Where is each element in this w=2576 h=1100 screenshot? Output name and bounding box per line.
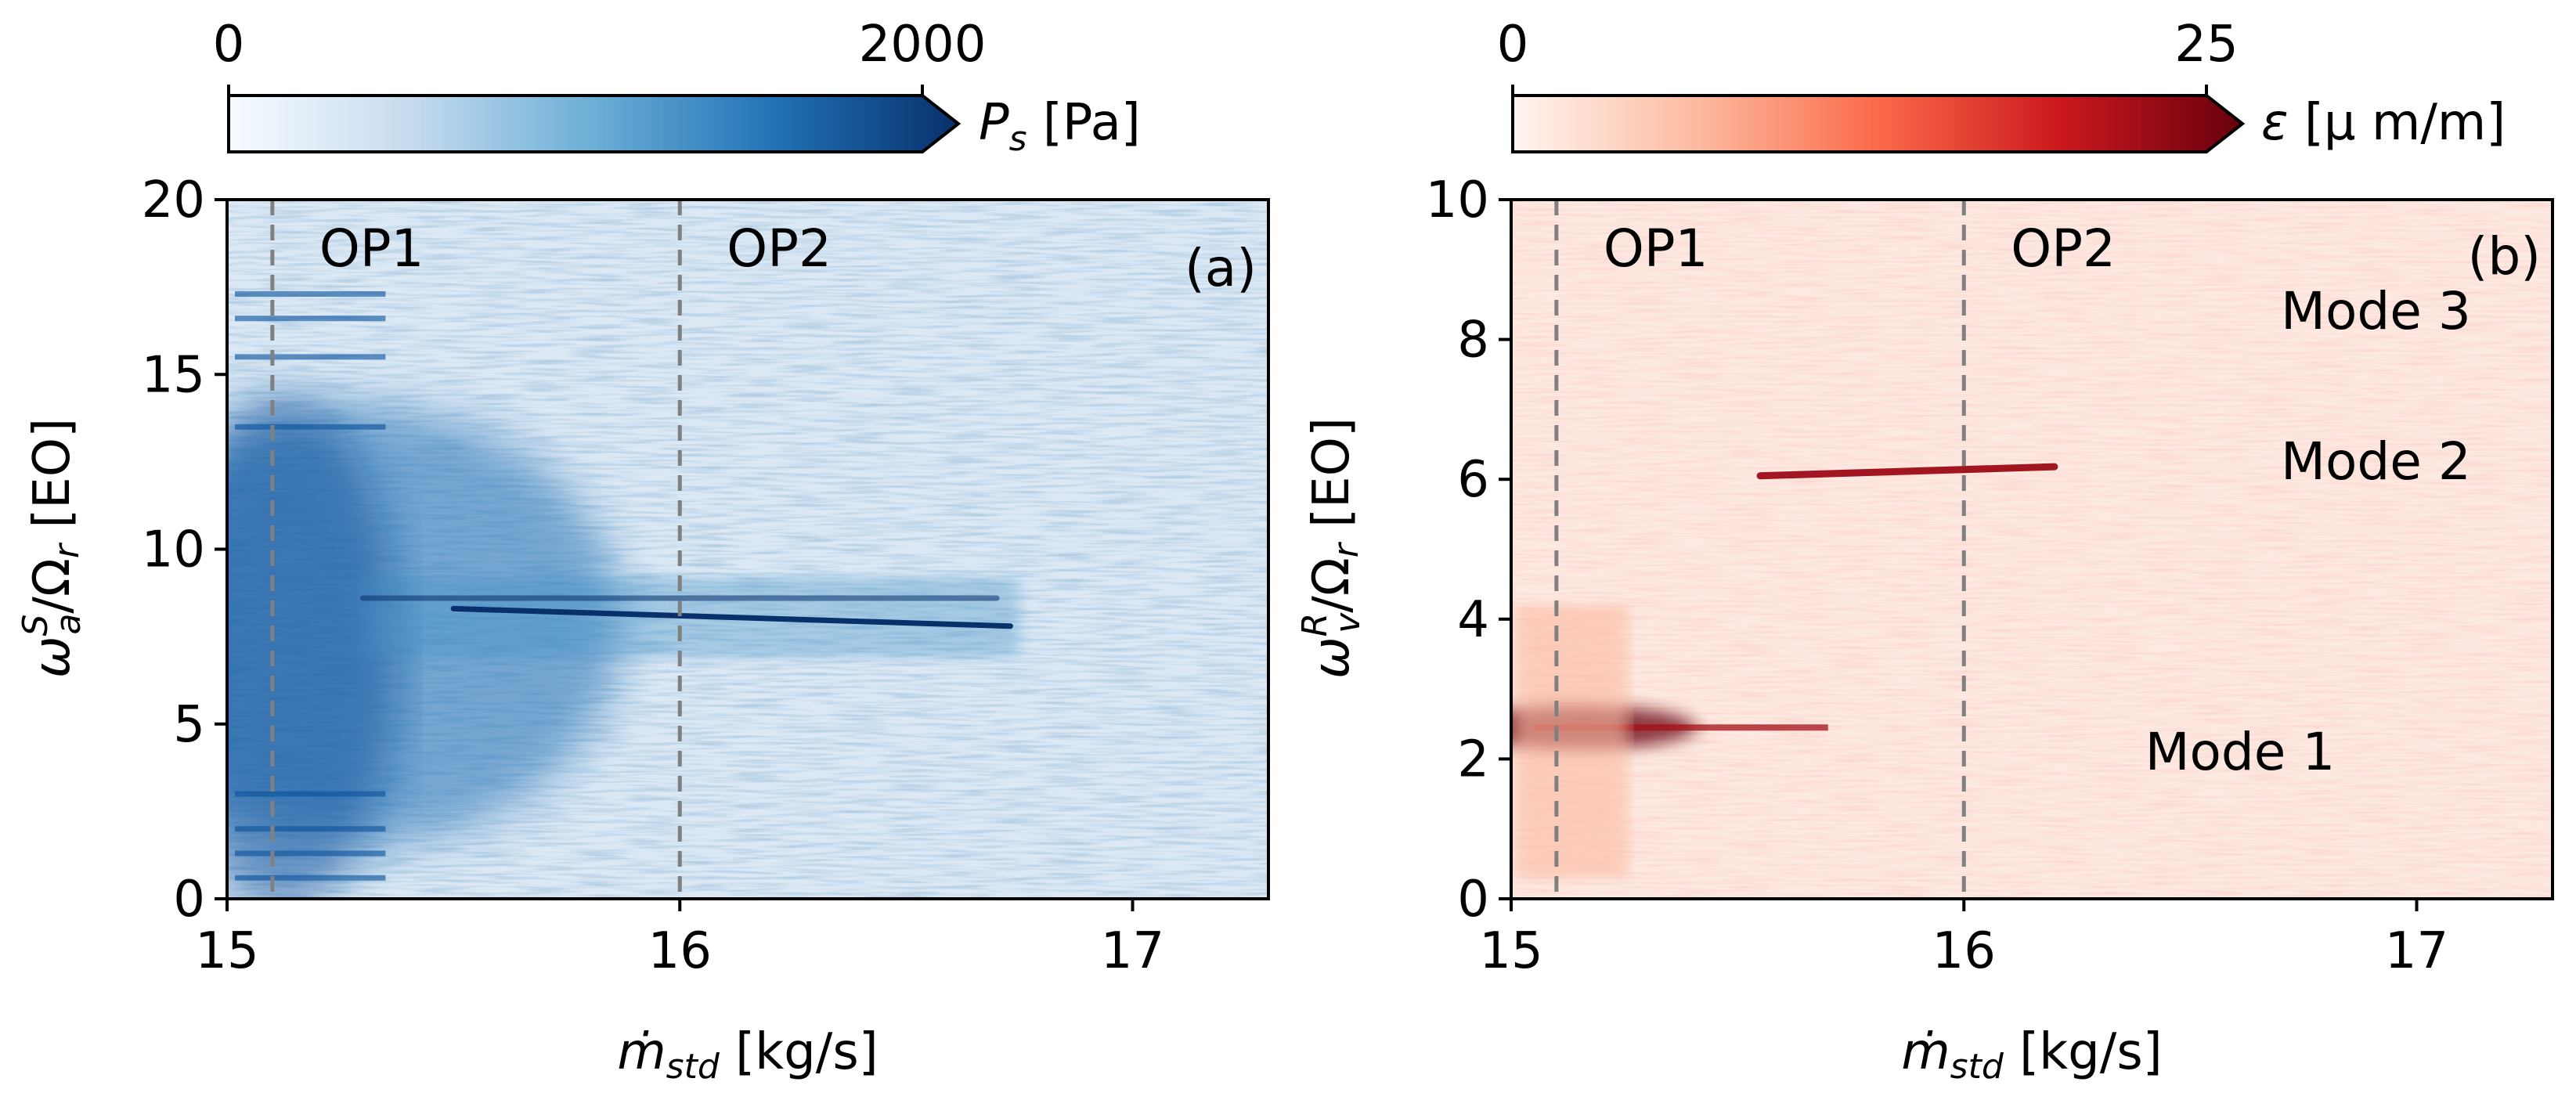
tone-line [450, 605, 1013, 629]
colorbar-a: 0 2000 Ps [Pa] [213, 16, 1141, 159]
x-tick-label: 15 [195, 922, 258, 980]
mode-label: Mode 1 [2145, 722, 2336, 782]
op-lines-a: OP1 OP2 [270, 200, 832, 899]
op-label: OP2 [2011, 218, 2116, 279]
x-ticks-a: 15 16 17 [195, 899, 1164, 980]
colorbar-b-bar [1511, 94, 2246, 153]
y-tick-label: 0 [173, 871, 205, 929]
colorbar-a-max-label: 2000 [859, 16, 987, 74]
y-axis-title-b: ωRv/Ωr [EO] [1295, 417, 1368, 679]
y-tick-label: 10 [1426, 171, 1489, 229]
y-tick-label: 5 [173, 696, 205, 754]
y-ticks-a: 0 5 10 15 20 [142, 171, 227, 929]
x-ticks-b: 15 16 17 [1479, 899, 2448, 980]
mode-label: Mode 3 [2281, 281, 2471, 341]
heatmap-b-features [1511, 315, 2553, 878]
broadband-core [227, 395, 399, 899]
colorbar-b-label: ε [μ m/m] [2261, 94, 2506, 152]
axes-frame-b [1510, 198, 2554, 900]
plot-area-a [227, 200, 1268, 899]
x-axis-title-a: ṁstd [kg/s] [617, 1023, 878, 1087]
x-tick-label: 17 [1101, 922, 1164, 980]
op-lines-b: OP1 OP2 [1554, 200, 2116, 899]
x-tick-label: 15 [1479, 922, 1542, 980]
colorbar-a-label: Ps [Pa] [979, 94, 1141, 159]
low-flow-broadband [1515, 604, 1629, 878]
y-axis-title-a: ωSa/Ωr [EO] [16, 418, 88, 678]
y-ticks-b: 0 2 4 6 8 10 [1426, 171, 1511, 929]
panel-a: 0 2000 Ps [Pa] OP1 OP2 15 16 17 0 5 10 15 20 (a… [16, 16, 1270, 1087]
panel-label-b: (b) [2468, 226, 2541, 287]
op-label: OP1 [319, 218, 424, 279]
x-tick-label: 16 [648, 922, 712, 980]
colorbar-b-max-label: 25 [2174, 16, 2238, 74]
panel-b: 0 25 ε [μ m/m] OP1 OP2 15 16 17 0 2 4 6 8 10 Mod… [1295, 16, 2554, 1087]
op-label: OP2 [727, 218, 832, 279]
x-tick-label: 16 [1932, 922, 1996, 980]
y-tick-label: 15 [142, 346, 205, 404]
y-tick-label: 4 [1457, 591, 1489, 649]
y-tick-label: 8 [1457, 312, 1489, 370]
y-tick-label: 0 [1457, 871, 1489, 929]
plot-area-b [1511, 200, 2553, 899]
mode-2-core [1756, 463, 2058, 480]
colorbar-b: 0 25 ε [μ m/m] [1497, 16, 2506, 153]
y-tick-label: 2 [1457, 730, 1489, 788]
panel-label-a: (a) [1185, 238, 1257, 298]
y-tick-label: 6 [1457, 451, 1489, 509]
mode-label: Mode 2 [2281, 431, 2471, 492]
y-tick-label: 20 [142, 171, 205, 229]
colorbar-a-min-label: 0 [213, 16, 245, 74]
x-tick-label: 17 [2385, 922, 2448, 980]
colorbar-a-bar [227, 94, 961, 153]
op-label: OP1 [1604, 218, 1708, 279]
x-axis-title-b: ṁstd [kg/s] [1901, 1023, 2162, 1087]
heatmap-a-features [227, 291, 1019, 899]
y-tick-label: 10 [142, 521, 205, 579]
colorbar-b-min-label: 0 [1497, 16, 1529, 74]
mode-labels-b: Mode 1 Mode 2 Mode 3 [2145, 281, 2471, 782]
